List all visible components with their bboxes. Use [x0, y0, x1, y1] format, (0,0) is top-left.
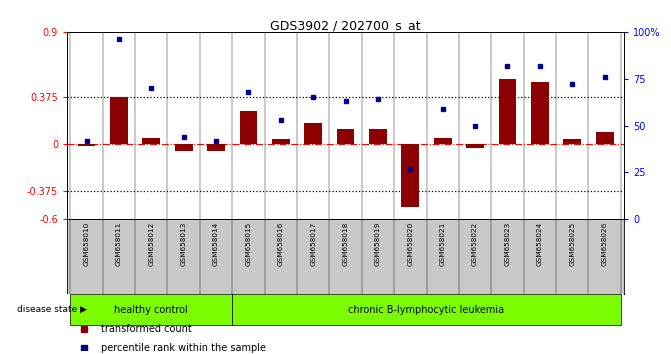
Bar: [78, 144, 95, 145]
Bar: [401, 144, 419, 207]
Bar: [596, 132, 613, 144]
Bar: [232, 294, 621, 325]
Bar: [142, 138, 160, 144]
Text: GSM658026: GSM658026: [602, 222, 608, 266]
Text: percentile rank within the sample: percentile rank within the sample: [101, 343, 266, 353]
Text: GSM658022: GSM658022: [472, 222, 478, 266]
Text: disease state ▶: disease state ▶: [17, 305, 87, 314]
Bar: [531, 82, 549, 144]
Bar: [499, 79, 517, 144]
Text: GSM658012: GSM658012: [148, 222, 154, 266]
Text: healthy control: healthy control: [115, 305, 188, 315]
Bar: [433, 138, 452, 144]
Bar: [304, 123, 322, 144]
Text: GSM658010: GSM658010: [83, 222, 89, 266]
Text: GSM658021: GSM658021: [440, 222, 446, 266]
Bar: [110, 97, 127, 144]
Bar: [466, 144, 484, 148]
Bar: [70, 294, 232, 325]
Bar: [337, 129, 354, 144]
Text: GSM658019: GSM658019: [375, 222, 381, 266]
Text: chronic B-lymphocytic leukemia: chronic B-lymphocytic leukemia: [348, 305, 505, 315]
Bar: [564, 139, 581, 144]
Text: GSM658020: GSM658020: [407, 222, 413, 266]
Text: GSM658015: GSM658015: [246, 222, 252, 266]
Bar: [174, 144, 193, 150]
Text: GSM658014: GSM658014: [213, 222, 219, 266]
Text: GSM658011: GSM658011: [116, 222, 122, 266]
Text: GSM658017: GSM658017: [310, 222, 316, 266]
Text: GSM658023: GSM658023: [505, 222, 511, 266]
Text: GSM658013: GSM658013: [180, 222, 187, 266]
Bar: [369, 129, 387, 144]
Bar: [272, 139, 290, 144]
Text: transformed count: transformed count: [101, 324, 191, 334]
Bar: [240, 110, 258, 144]
Text: GSM658025: GSM658025: [569, 222, 575, 266]
Title: GDS3902 / 202700_s_at: GDS3902 / 202700_s_at: [270, 19, 421, 32]
Text: GSM658024: GSM658024: [537, 222, 543, 266]
Text: GSM658018: GSM658018: [343, 222, 348, 266]
Text: GSM658016: GSM658016: [278, 222, 284, 266]
Bar: [207, 144, 225, 150]
